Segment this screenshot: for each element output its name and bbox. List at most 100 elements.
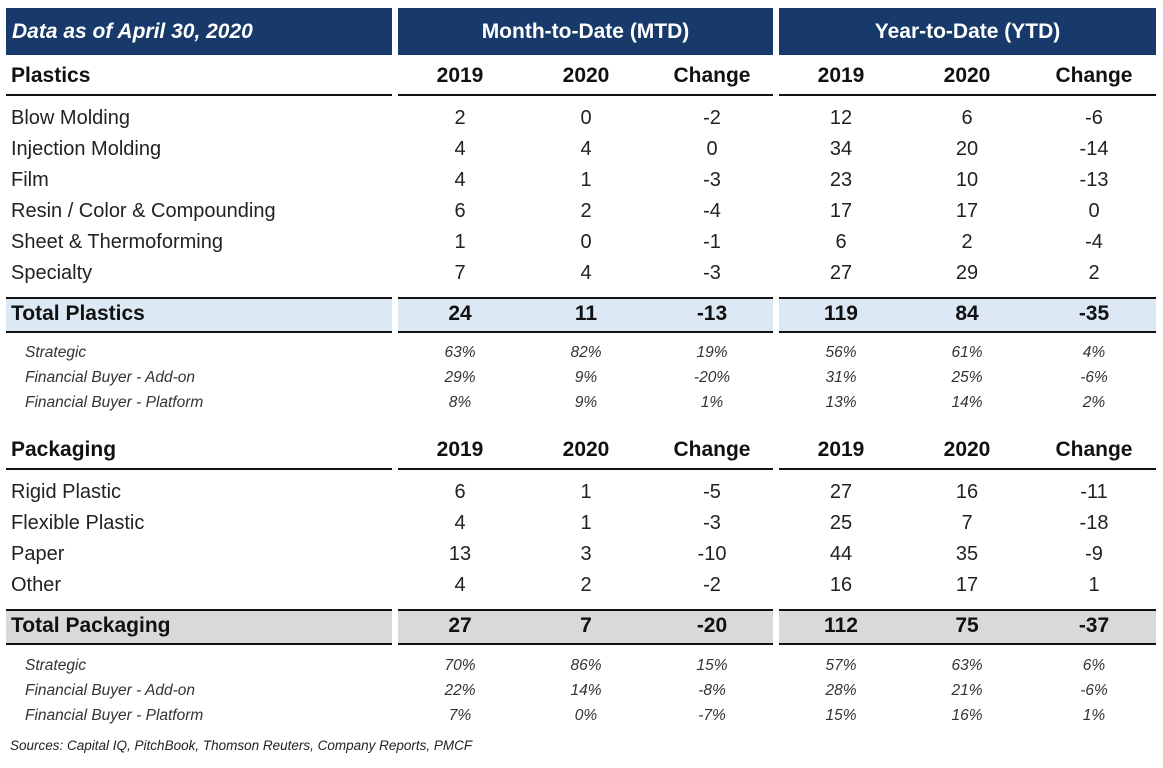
value-cell: 4	[454, 574, 466, 596]
row-label: Financial Buyer - Platform	[25, 393, 204, 411]
value-cell: 23	[829, 169, 853, 191]
value-cell: -37	[1078, 614, 1110, 637]
value-cell: 21%	[951, 681, 983, 699]
divider	[398, 468, 773, 470]
col-header: 2020	[562, 63, 610, 87]
row-label: Total Packaging	[11, 614, 171, 637]
pct-row: Financial Buyer - Add-on 22% 14% -8% 28% 21% -…	[0, 678, 1163, 703]
value-cell: 0	[580, 107, 592, 129]
value-cell: 2	[1088, 262, 1100, 284]
value-cell: -5	[703, 481, 721, 503]
value-cell: -6	[1085, 107, 1103, 129]
total-band	[779, 298, 1156, 332]
value-cell: 6	[454, 481, 466, 503]
value-cell: 7%	[448, 706, 472, 724]
value-cell: -10	[697, 543, 727, 565]
value-cell: 1	[454, 231, 466, 253]
row-label: Injection Molding	[11, 138, 162, 160]
value-cell: 29	[955, 262, 979, 284]
value-cell: -1	[703, 231, 721, 253]
value-cell: 4	[454, 169, 466, 191]
value-cell: 63%	[951, 656, 983, 674]
row-label: Financial Buyer - Platform	[25, 706, 204, 724]
value-cell: 6	[454, 200, 466, 222]
value-cell: 14%	[570, 681, 602, 699]
value-cell: 6	[961, 107, 973, 129]
value-cell: -3	[703, 512, 721, 534]
divider	[398, 643, 773, 645]
value-cell: 29%	[444, 368, 476, 386]
value-cell: 112	[824, 614, 858, 637]
table-row: Resin / Color & Compounding 6 2 -4 17 17 0	[0, 196, 1163, 227]
value-cell: 27	[448, 614, 472, 637]
value-cell: 61%	[951, 343, 983, 361]
value-cell: 6%	[1082, 656, 1106, 674]
value-cell: 57%	[825, 656, 857, 674]
section-title: Plastics	[11, 63, 91, 87]
pct-row: Financial Buyer - Platform 7% 0% -7% 15% 16% 1…	[0, 703, 1163, 728]
divider	[779, 331, 1156, 333]
value-cell: 1	[580, 481, 592, 503]
value-cell: 1	[580, 512, 592, 534]
value-cell: 19%	[696, 343, 728, 361]
row-label: Sheet & Thermoforming	[11, 231, 223, 253]
value-cell: 13	[448, 543, 472, 565]
divider	[6, 643, 392, 645]
row-label: Film	[11, 169, 49, 191]
value-cell: 2	[580, 200, 592, 222]
ytd-header: Year-to-Date (YTD)	[779, 8, 1156, 55]
value-cell: -20%	[693, 368, 731, 386]
value-cell: 3	[580, 543, 592, 565]
value-cell: 27	[829, 262, 853, 284]
pct-row: Strategic 63% 82% 19% 56% 61% 4%	[0, 340, 1163, 365]
value-cell: 31%	[825, 368, 857, 386]
value-cell: 10	[955, 169, 979, 191]
value-cell: -13	[1079, 169, 1109, 191]
value-cell: 70%	[444, 656, 476, 674]
divider	[398, 609, 773, 611]
value-cell: -3	[703, 262, 721, 284]
row-label: Financial Buyer - Add-on	[25, 368, 196, 386]
value-cell: 28%	[825, 681, 857, 699]
table-row: Paper 13 3 -10 44 35 -9	[0, 539, 1163, 570]
value-cell: -20	[696, 614, 728, 637]
value-cell: 4	[580, 262, 592, 284]
col-header: 2019	[817, 63, 865, 87]
table-row: Specialty 7 4 -3 27 29 2	[0, 258, 1163, 289]
divider	[6, 331, 392, 333]
value-cell: 82%	[570, 343, 602, 361]
row-label: Paper	[11, 543, 65, 565]
value-cell: 1%	[1082, 706, 1106, 724]
value-cell: 44	[829, 543, 853, 565]
row-label: Resin / Color & Compounding	[11, 200, 276, 222]
divider	[6, 94, 392, 96]
value-cell: 25	[829, 512, 853, 534]
divider	[779, 643, 1156, 645]
col-header: 2019	[436, 63, 484, 87]
row-label: Strategic	[25, 656, 87, 674]
value-cell: 17	[829, 200, 853, 222]
total-band	[779, 610, 1156, 644]
value-cell: 4	[454, 512, 466, 534]
value-cell: -14	[1079, 138, 1109, 160]
table-row: Blow Molding 2 0 -2 12 6 -6	[0, 103, 1163, 134]
value-cell: 75	[955, 614, 979, 637]
divider	[6, 468, 392, 470]
value-cell: 16	[955, 481, 979, 503]
col-header: Change	[673, 437, 751, 461]
value-cell: 12	[829, 107, 853, 129]
value-cell: 1	[580, 169, 592, 191]
table-row: Other 4 2 -2 16 17 1	[0, 570, 1163, 601]
value-cell: 56%	[825, 343, 857, 361]
value-cell: 25%	[951, 368, 983, 386]
col-header: 2020	[943, 63, 991, 87]
value-cell: 24	[448, 302, 472, 325]
row-label: Financial Buyer - Add-on	[25, 681, 196, 699]
col-header: Change	[1055, 63, 1133, 87]
value-cell: 34	[829, 138, 853, 160]
value-cell: 20	[955, 138, 979, 160]
divider	[779, 297, 1156, 299]
value-cell: 13%	[825, 393, 857, 411]
value-cell: -13	[696, 302, 728, 325]
value-cell: 22%	[444, 681, 476, 699]
